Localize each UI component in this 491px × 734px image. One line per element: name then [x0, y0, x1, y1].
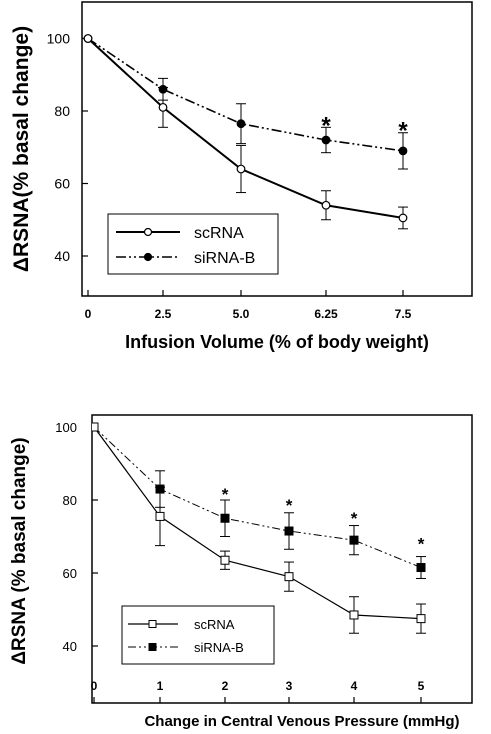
- data-point-scrna: [92, 422, 99, 432]
- series-line-sirna-b: [93, 426, 422, 568]
- y-tick-label: 40: [54, 248, 70, 264]
- series-line-scrna: [87, 37, 404, 219]
- data-point-sirna-b: [220, 513, 230, 523]
- y-tick-label: 60: [63, 566, 77, 581]
- legend-label-sirna: siRNA-B: [194, 250, 255, 267]
- legend-box: [107, 213, 279, 275]
- legend-label-scrna: scRNA: [194, 225, 244, 242]
- y-tick-label: 80: [54, 103, 70, 119]
- data-point-scrna: [398, 213, 408, 223]
- chart-infusion-volume: 40 60 80 100 0 2.5 5.0 6.25 7.5 * * scRNA siRNA-B…: [10, 1, 473, 352]
- data-point-scrna: [220, 555, 230, 565]
- y-tick-label: 40: [63, 639, 77, 654]
- y-tick-label: 100: [47, 31, 71, 47]
- legend-label-sirna: siRNA-B: [194, 640, 244, 655]
- data-point-scrna: [155, 511, 165, 521]
- legend: scRNA siRNA-B: [121, 605, 275, 665]
- significance-asterisk: *: [286, 496, 293, 515]
- legend-marker-scrna: [143, 227, 153, 237]
- data-point-sirna-b: [321, 135, 331, 145]
- data-point-sirna-b: [236, 119, 246, 129]
- significance-asterisk: *: [398, 118, 408, 145]
- data-point-scrna: [284, 572, 294, 582]
- x-tick-label: 7.5: [395, 307, 412, 321]
- data-point-scrna: [416, 614, 426, 624]
- chart-central-venous-pressure: 40 60 80 100 0 1 2 3 4 5 * * * * scRNA siRNA-B ΔRSNA…: [9, 414, 473, 730]
- plot-frame: [91, 414, 473, 704]
- significance-asterisk: *: [321, 112, 331, 139]
- series-line-scrna: [93, 426, 422, 620]
- legend-box: [121, 605, 275, 665]
- data-point-scrna: [349, 610, 359, 620]
- legend-marker-sirna: [143, 252, 153, 262]
- x-axis-label: Change in Central Venous Pressure (mmHg): [144, 713, 459, 730]
- x-tick-label: 3: [286, 679, 293, 693]
- significance-asterisk: *: [351, 509, 358, 528]
- data-point-sirna-b: [349, 535, 359, 545]
- data-point-sirna-b: [398, 146, 408, 156]
- x-tick-label: 2.5: [155, 307, 172, 321]
- x-tick-label: 0: [91, 679, 98, 693]
- data-point-sirna-b: [284, 526, 294, 536]
- y-tick-label: 80: [63, 493, 77, 508]
- x-tick-label: 6.25: [314, 307, 338, 321]
- data-point-scrna: [236, 164, 246, 174]
- legend: scRNA siRNA-B: [107, 213, 279, 275]
- y-axis-label: ΔRSNA(% basal change): [10, 26, 33, 272]
- y-axis-label: ΔRSNA (% basal change): [9, 437, 30, 664]
- x-tick-label: 2: [222, 679, 229, 693]
- data-point-scrna: [158, 102, 168, 112]
- plot-frame: [81, 1, 473, 297]
- legend-marker-scrna: [148, 620, 157, 628]
- data-point-sirna-b: [416, 563, 426, 573]
- series-line-sirna-b: [87, 37, 404, 152]
- significance-asterisk: *: [222, 485, 229, 504]
- y-tick-label: 60: [54, 176, 70, 192]
- data-point-scrna: [321, 200, 331, 210]
- x-tick-label: 5.0: [233, 307, 250, 321]
- data-point-scrna: [83, 34, 93, 43]
- significance-asterisk: *: [418, 535, 425, 554]
- x-tick-label: 5: [418, 679, 425, 693]
- legend-label-scrna: scRNA: [194, 617, 235, 632]
- x-tick-label: 1: [157, 679, 164, 693]
- x-axis-label: Infusion Volume (% of body weight): [125, 332, 429, 352]
- legend-marker-sirna: [148, 643, 157, 651]
- y-tick-label: 100: [55, 420, 77, 435]
- x-tick-label: 0: [85, 307, 92, 321]
- x-tick-label: 4: [351, 679, 358, 693]
